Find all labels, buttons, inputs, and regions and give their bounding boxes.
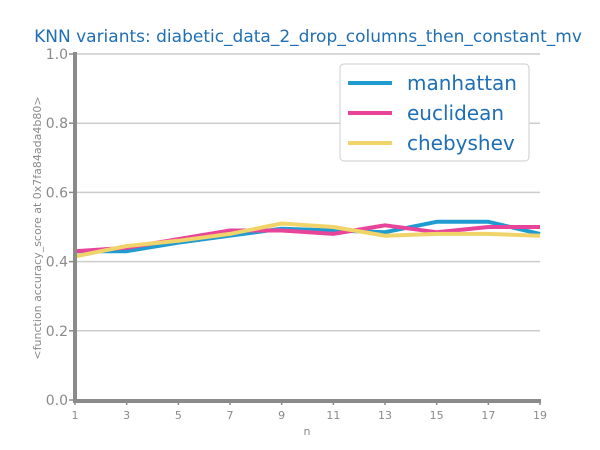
legend-label-chebyshev: chebyshev xyxy=(407,131,515,155)
x-tick-label: 9 xyxy=(278,409,285,422)
y-tick-label: 1.0 xyxy=(46,47,68,63)
x-tick-label: 17 xyxy=(481,409,495,422)
y-axis-label: <function accuracy_score at 0x7fa84ada4b… xyxy=(31,96,44,359)
y-tick-label: 0.0 xyxy=(46,393,68,409)
legend-label-manhattan: manhattan xyxy=(407,71,517,95)
x-ticks: 1 3 5 7 9 11 13 15 17 19 xyxy=(72,400,547,422)
y-tick-label: 0.4 xyxy=(46,255,68,271)
y-tick-label: 0.8 xyxy=(46,116,68,132)
series-line-chebyshev xyxy=(74,221,541,259)
chart-title: KNN variants: diabetic_data_2_drop_colum… xyxy=(34,27,582,47)
x-axis-label: n xyxy=(304,425,311,438)
y-tick-label: 0.2 xyxy=(46,324,68,340)
series-lines xyxy=(74,219,541,259)
x-tick-label: 19 xyxy=(533,409,547,422)
x-tick-label: 7 xyxy=(227,409,234,422)
series-line-manhattan xyxy=(75,219,541,254)
x-tick-label: 15 xyxy=(430,409,444,422)
legend-box xyxy=(339,63,530,162)
legend-label-euclidean: euclidean xyxy=(407,101,504,125)
x-tick-label: 5 xyxy=(175,409,182,422)
x-tick-label: 3 xyxy=(123,409,130,422)
x-tick-label: 11 xyxy=(326,409,340,422)
legend: manhattan euclidean chebyshev xyxy=(339,63,530,162)
y-ticks: 0.0 0.2 0.4 0.6 0.8 1.0 xyxy=(46,47,75,409)
x-tick-label: 13 xyxy=(378,409,392,422)
x-tick-label: 1 xyxy=(72,409,79,422)
y-tick-label: 0.6 xyxy=(46,185,68,201)
